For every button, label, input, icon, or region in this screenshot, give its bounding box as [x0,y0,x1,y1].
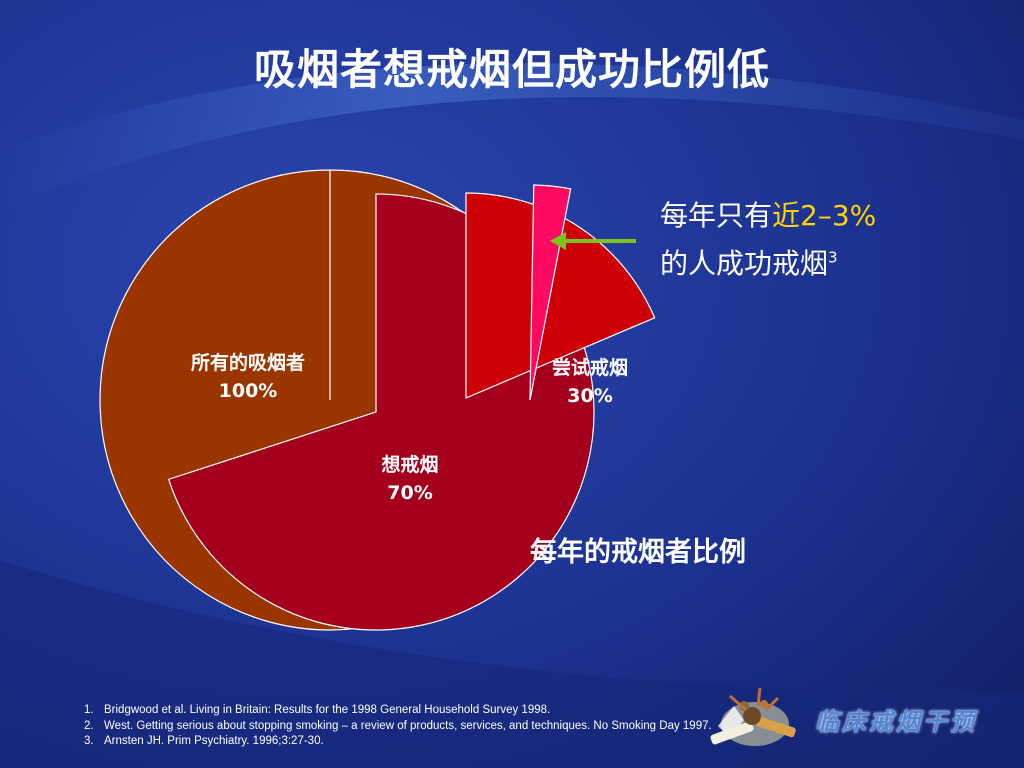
pie-slice-tried-to-quit [465,192,656,399]
brand-title: 临床戒烟干预 [815,708,977,736]
slice-label-want-to-quit: 想戒烟 70% [330,452,490,507]
slice-name: 想戒烟 [381,454,439,476]
slice-label-tried-to-quit: 尝试戒烟 30% [520,355,660,410]
callout-highlight: 近2–3% [772,199,877,232]
slice-percent: 100% [218,379,278,402]
reference-item: 2. West. Getting serious about stopping s… [84,719,712,732]
slice-name: 尝试戒烟 [551,357,628,379]
slice-label-all-smokers: 所有的吸烟者 100% [148,350,348,405]
slice-name: 所有的吸烟者 [190,352,305,374]
success-rate-callout: 每年只有近2–3% 的人成功戒烟3 [660,192,876,288]
callout-arrow-head [550,232,566,250]
broken-cigarette-logo-icon [710,687,796,746]
references-list: 1. Bridgwood et al. Living in Britain: Re… [84,703,712,750]
callout-text: 的人成功戒烟 [660,247,829,281]
slice-percent: 30% [567,384,613,407]
reference-item: 1. Bridgwood et al. Living in Britain: Re… [84,704,551,716]
chart-caption: 每年的戒烟者比例 [530,537,746,568]
reference-superscript: 3 [828,248,838,267]
callout-text: 每年只有 [660,199,773,232]
slide-title: 吸烟者想戒烟但成功比例低 [253,45,770,94]
slice-percent: 70% [387,481,433,504]
reference-item: 3. Arnsten JH. Prim Psychiatry. 1996;3:27… [84,735,324,748]
